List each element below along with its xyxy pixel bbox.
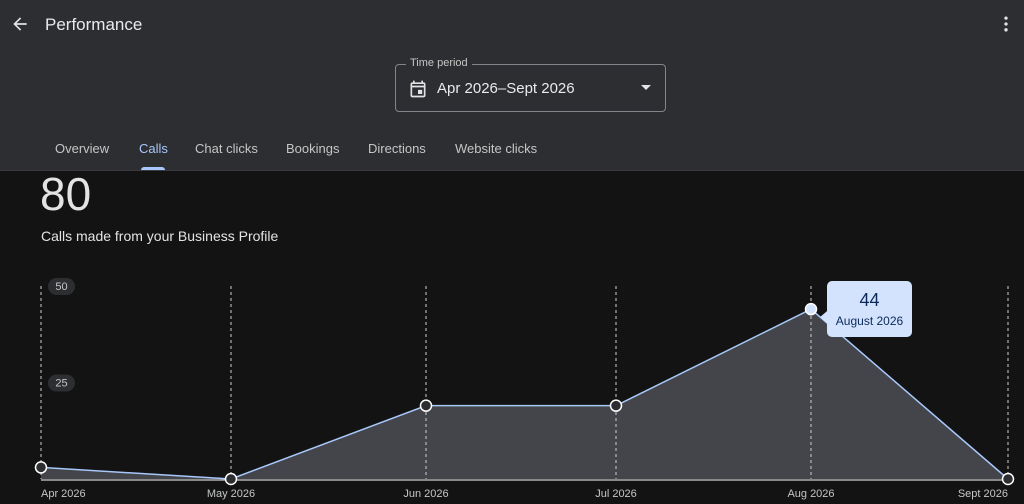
tab-chat-clicks[interactable]: Chat clicks [195, 141, 258, 156]
x-tick-label-1: Apr 2026 [41, 488, 86, 500]
data-point-2 [224, 472, 238, 486]
arrow-left-icon [13, 17, 27, 31]
x-tick-label-5: Aug 2026 [787, 488, 834, 500]
caret-down-icon [641, 85, 651, 90]
x-tick-label-2: May 2026 [207, 488, 255, 500]
x-tick-label-4: Jul 2026 [595, 488, 637, 500]
page-title: Performance [45, 15, 143, 34]
more-vert-icon [1004, 16, 1008, 32]
tooltip-box [827, 281, 912, 337]
tab-calls[interactable]: Calls [139, 141, 168, 156]
more-options-button[interactable] [994, 12, 1018, 36]
chart-series-line [40, 308, 1009, 480]
data-point-6 [1001, 472, 1015, 486]
tab-bar: Overview Calls Chat clicks Bookings Dire… [0, 138, 1024, 170]
tooltip-label: August 2026 [836, 314, 904, 328]
calls-chart: 50 25 Apr 2026 May 2026 Jun 2026 Jul 2026 Aug … [34, 278, 1015, 500]
active-tab-indicator [141, 167, 165, 170]
y-tick-label-25: 25 [55, 378, 67, 390]
total-calls-caption: Calls made from your Business Profile [41, 228, 279, 244]
y-tick-label-50: 50 [55, 281, 67, 293]
calendar-icon [410, 80, 426, 98]
time-period-label: Time period [406, 57, 472, 69]
tab-directions[interactable]: Directions [368, 141, 426, 156]
data-point-3 [419, 399, 433, 412]
tab-overview[interactable]: Overview [55, 141, 110, 156]
data-point-4 [609, 399, 623, 412]
time-period-select[interactable]: Time period Apr 2026–Sept 2026 [395, 57, 666, 112]
y-tick-pill-25 [48, 374, 75, 392]
app-bar: Performance Time period Apr 2026–Sept 20… [0, 0, 1024, 171]
tooltip-pointer [820, 311, 827, 324]
total-calls-value: 80 [40, 168, 92, 220]
data-point-1 [34, 461, 48, 474]
x-tick-label-3: Jun 2026 [403, 488, 448, 500]
back-button[interactable] [8, 12, 32, 36]
x-tick-label-6: Sept 2026 [958, 488, 1008, 500]
time-period-value: Apr 2026–Sept 2026 [437, 80, 575, 97]
tab-bookings[interactable]: Bookings [286, 141, 340, 156]
data-point-5 [804, 302, 818, 316]
tooltip-value: 44 [859, 290, 879, 310]
chart-area-fill [41, 309, 1008, 479]
y-tick-pill-50 [48, 278, 75, 295]
tab-website-clicks[interactable]: Website clicks [455, 141, 538, 156]
